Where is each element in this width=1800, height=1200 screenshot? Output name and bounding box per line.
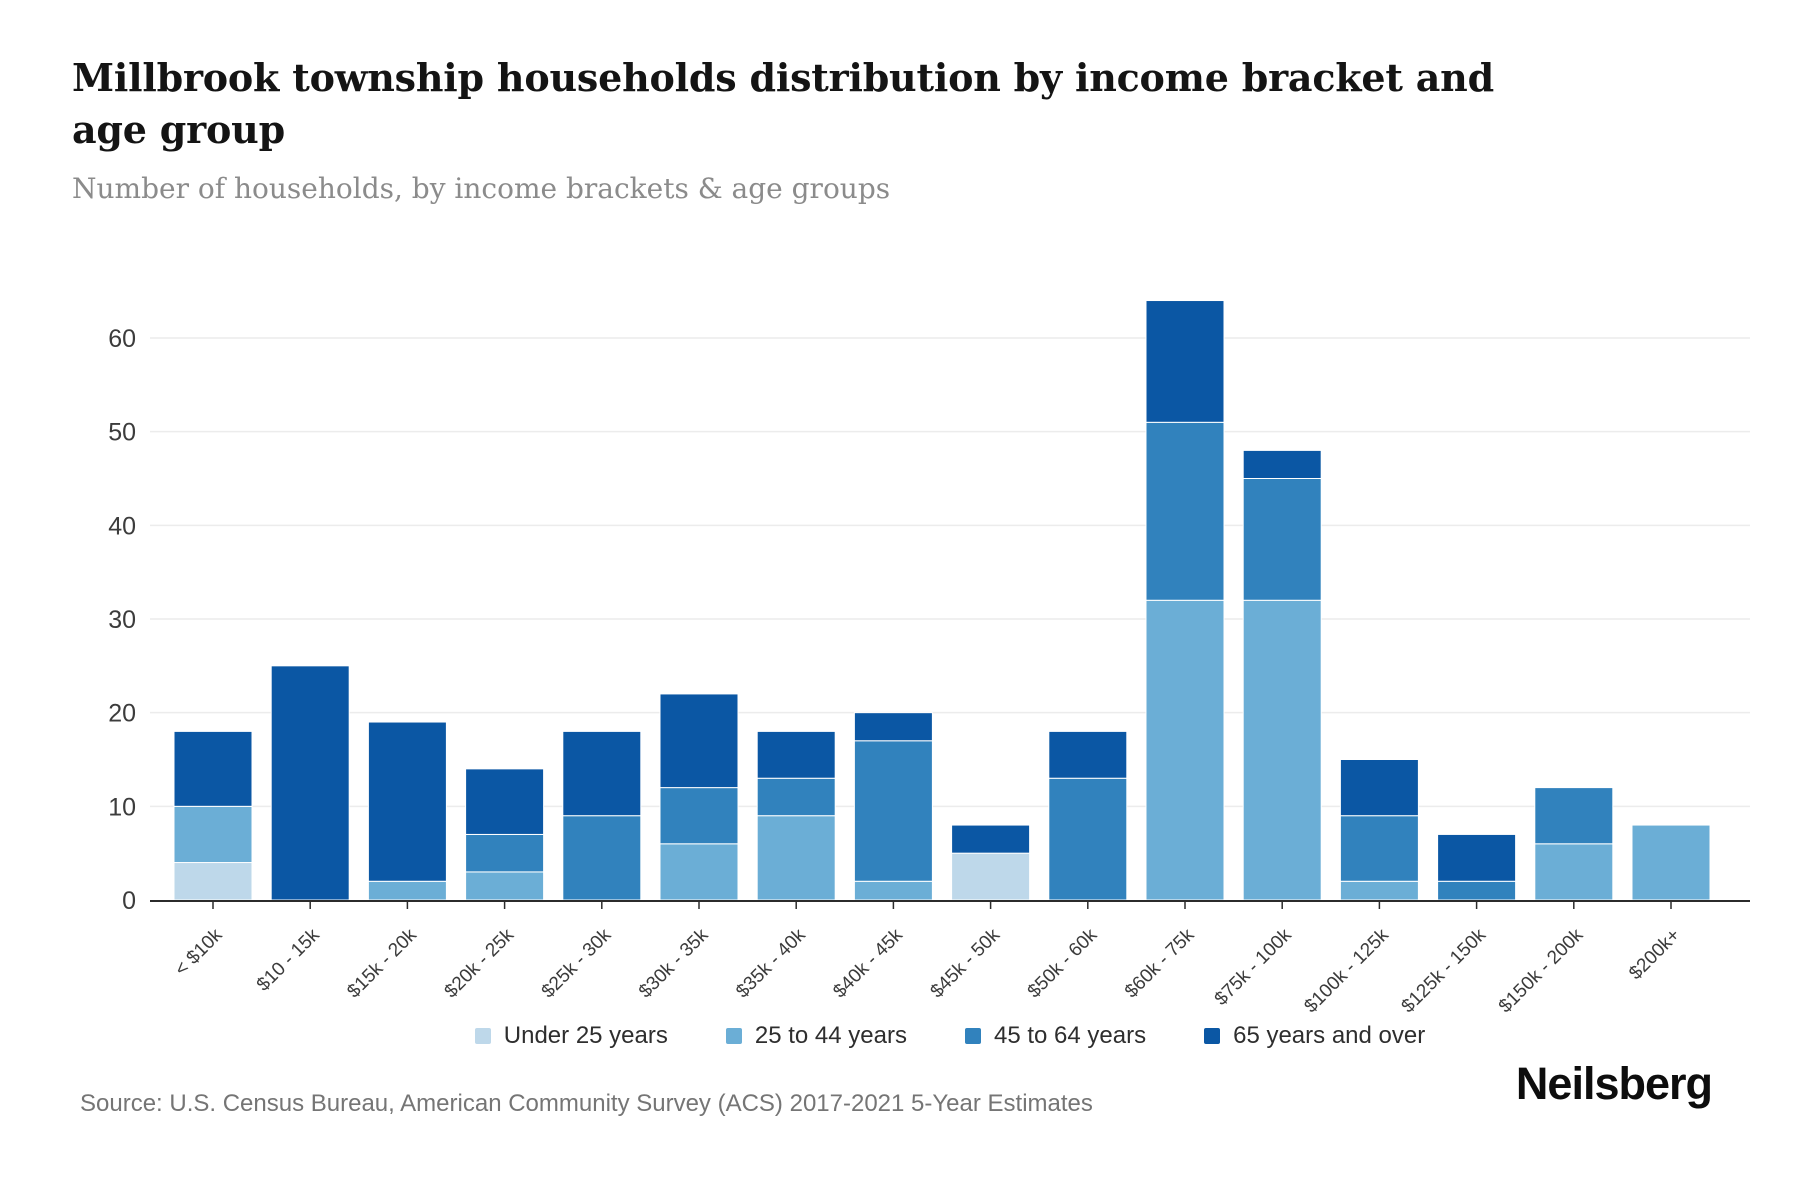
bar-segment[interactable] bbox=[562, 815, 642, 901]
legend-swatch-icon bbox=[725, 1028, 742, 1044]
bar-segment[interactable] bbox=[756, 730, 836, 779]
bar-segment[interactable] bbox=[562, 730, 642, 817]
x-tick-label: $200k+ bbox=[1625, 925, 1684, 984]
chart-subtitle: Number of households, by income brackets… bbox=[72, 172, 891, 205]
y-tick-label: 30 bbox=[108, 606, 136, 634]
x-tick-label: $45k - 50k bbox=[927, 924, 1005, 1002]
bar-segment[interactable] bbox=[1242, 449, 1322, 479]
bar-segment[interactable] bbox=[1437, 880, 1517, 901]
y-tick-label: 0 bbox=[122, 887, 136, 915]
y-tick-label: 50 bbox=[108, 419, 136, 447]
bar-segment[interactable] bbox=[756, 777, 836, 817]
x-tick-label: $20k - 25k bbox=[441, 924, 519, 1002]
legend-label: 45 to 64 years bbox=[993, 1022, 1147, 1049]
bar-segment[interactable] bbox=[853, 712, 933, 742]
bar-segment[interactable] bbox=[1339, 759, 1419, 817]
bar-segment[interactable] bbox=[1242, 599, 1322, 901]
y-tick-label: 40 bbox=[108, 512, 136, 540]
bar-segment[interactable] bbox=[1145, 300, 1225, 423]
bar-segment[interactable] bbox=[659, 787, 739, 845]
legend-item[interactable]: 45 to 64 years bbox=[964, 1022, 1147, 1050]
bar-segment[interactable] bbox=[1631, 824, 1711, 901]
bar-segment[interactable] bbox=[1048, 777, 1128, 901]
y-tick-label: 10 bbox=[108, 793, 136, 821]
bar-segment[interactable] bbox=[853, 740, 933, 882]
bar-segment[interactable] bbox=[465, 768, 545, 835]
bar-segment[interactable] bbox=[1145, 599, 1225, 901]
legend-item[interactable]: Under 25 years bbox=[474, 1022, 668, 1050]
bar-segment[interactable] bbox=[659, 693, 739, 789]
source-note: Source: U.S. Census Bureau, American Com… bbox=[80, 1090, 1093, 1117]
bar-segment[interactable] bbox=[173, 730, 253, 807]
x-tick-label: $40k - 45k bbox=[829, 924, 907, 1002]
bar-segment[interactable] bbox=[1048, 730, 1128, 779]
legend-label: 65 years and over bbox=[1233, 1022, 1426, 1049]
x-tick-label: $60k - 75k bbox=[1121, 924, 1199, 1002]
bar-segment[interactable] bbox=[1534, 787, 1614, 845]
legend-label: 25 to 44 years bbox=[754, 1022, 907, 1049]
bar-segment[interactable] bbox=[1145, 421, 1225, 601]
bar-segment[interactable] bbox=[951, 824, 1031, 854]
x-tick-label: $50k - 60k bbox=[1024, 924, 1102, 1002]
x-tick-label: $35k - 40k bbox=[732, 924, 810, 1002]
legend-item[interactable]: 25 to 44 years bbox=[725, 1022, 907, 1050]
bar-segment[interactable] bbox=[659, 843, 739, 901]
bar-segment[interactable] bbox=[465, 871, 545, 901]
bar-segment[interactable] bbox=[173, 862, 253, 901]
chart-title: Millbrook township households distributi… bbox=[72, 55, 1494, 153]
x-tick-label: $30k - 35k bbox=[635, 924, 713, 1002]
bar-segment[interactable] bbox=[367, 880, 447, 901]
legend-swatch-icon bbox=[474, 1028, 491, 1044]
legend-swatch-icon bbox=[964, 1028, 981, 1044]
x-tick-label: $25k - 30k bbox=[538, 924, 616, 1002]
bar-segment[interactable] bbox=[853, 880, 933, 901]
bar-segment[interactable] bbox=[1242, 478, 1322, 601]
x-tick-label: $125k - 150k bbox=[1398, 924, 1491, 1017]
bar-segment[interactable] bbox=[756, 815, 836, 901]
y-tick-label: 60 bbox=[108, 325, 136, 353]
x-tick-label: $100k - 125k bbox=[1300, 924, 1393, 1017]
bar-segment[interactable] bbox=[367, 721, 447, 882]
legend-swatch-icon bbox=[1204, 1028, 1221, 1044]
bar-segment[interactable] bbox=[173, 805, 253, 864]
bar-segment[interactable] bbox=[1437, 833, 1517, 882]
x-tick-label: $75k - 100k bbox=[1211, 924, 1296, 1009]
x-tick-label: $10 - 15k bbox=[253, 924, 324, 995]
x-tick-label: < $10k bbox=[171, 924, 227, 980]
bar-segment[interactable] bbox=[1534, 843, 1614, 901]
neilsberg-logo: Neilsberg bbox=[1515, 1058, 1713, 1109]
bar-segment[interactable] bbox=[1339, 815, 1419, 882]
x-tick-label: $15k - 20k bbox=[343, 924, 421, 1002]
bar-segment[interactable] bbox=[270, 665, 350, 901]
legend-label: Under 25 years bbox=[503, 1022, 668, 1049]
y-tick-label: 20 bbox=[108, 700, 136, 728]
bar-segment[interactable] bbox=[1339, 880, 1419, 901]
legend-item[interactable]: 65 years and over bbox=[1204, 1022, 1425, 1050]
bar-segment[interactable] bbox=[465, 833, 545, 873]
bar-segment[interactable] bbox=[951, 852, 1031, 901]
x-tick-label: $150k - 200k bbox=[1495, 924, 1588, 1017]
chart-legend: Under 25 years 25 to 44 years 45 to 64 yea… bbox=[150, 1022, 1750, 1050]
